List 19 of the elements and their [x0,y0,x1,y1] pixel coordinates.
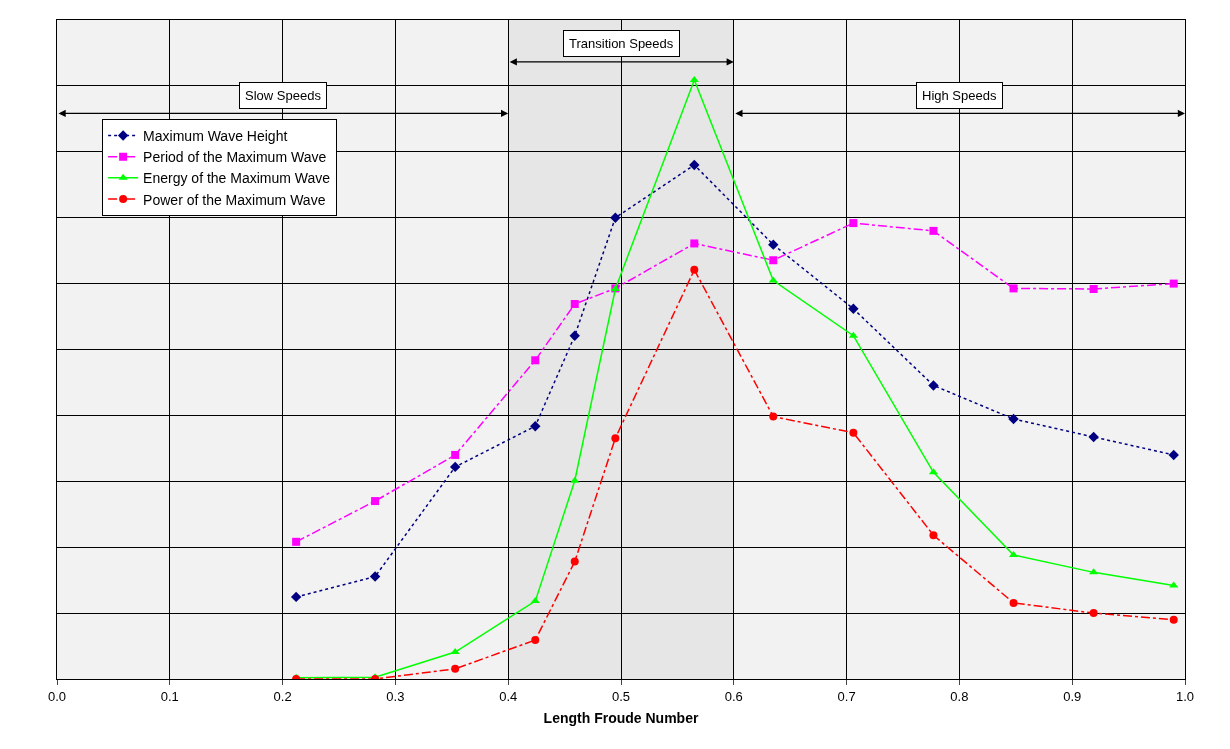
x-tick-label: 1.0 [1175,688,1195,704]
band-label: Transition Speeds [569,36,674,51]
x-axis-title: Length Froude Number [543,709,699,726]
x-tick-label: 0.2 [273,688,292,704]
legend-label: Maximum Wave Height [143,127,288,144]
band-label: Slow Speeds [245,88,322,103]
x-tick-label: 0.5 [611,688,631,704]
legend-label: Energy of the Maximum Wave [143,170,331,187]
x-tick-label: 0.3 [386,688,405,704]
x-tick-label: 0.8 [950,688,969,704]
band-label: High Speeds [922,88,997,103]
x-tick-label: 0.9 [1063,688,1082,704]
legend-label: Power of the Maximum Wave [143,191,326,208]
x-tick-label: 0.0 [47,688,67,704]
x-tick-label: 0.4 [499,688,518,704]
x-tick-label: 0.7 [837,688,856,704]
x-tick-label: 0.1 [160,688,179,704]
legend-label: Period of the Maximum Wave [143,149,327,166]
x-tick-label: 0.6 [724,688,743,704]
